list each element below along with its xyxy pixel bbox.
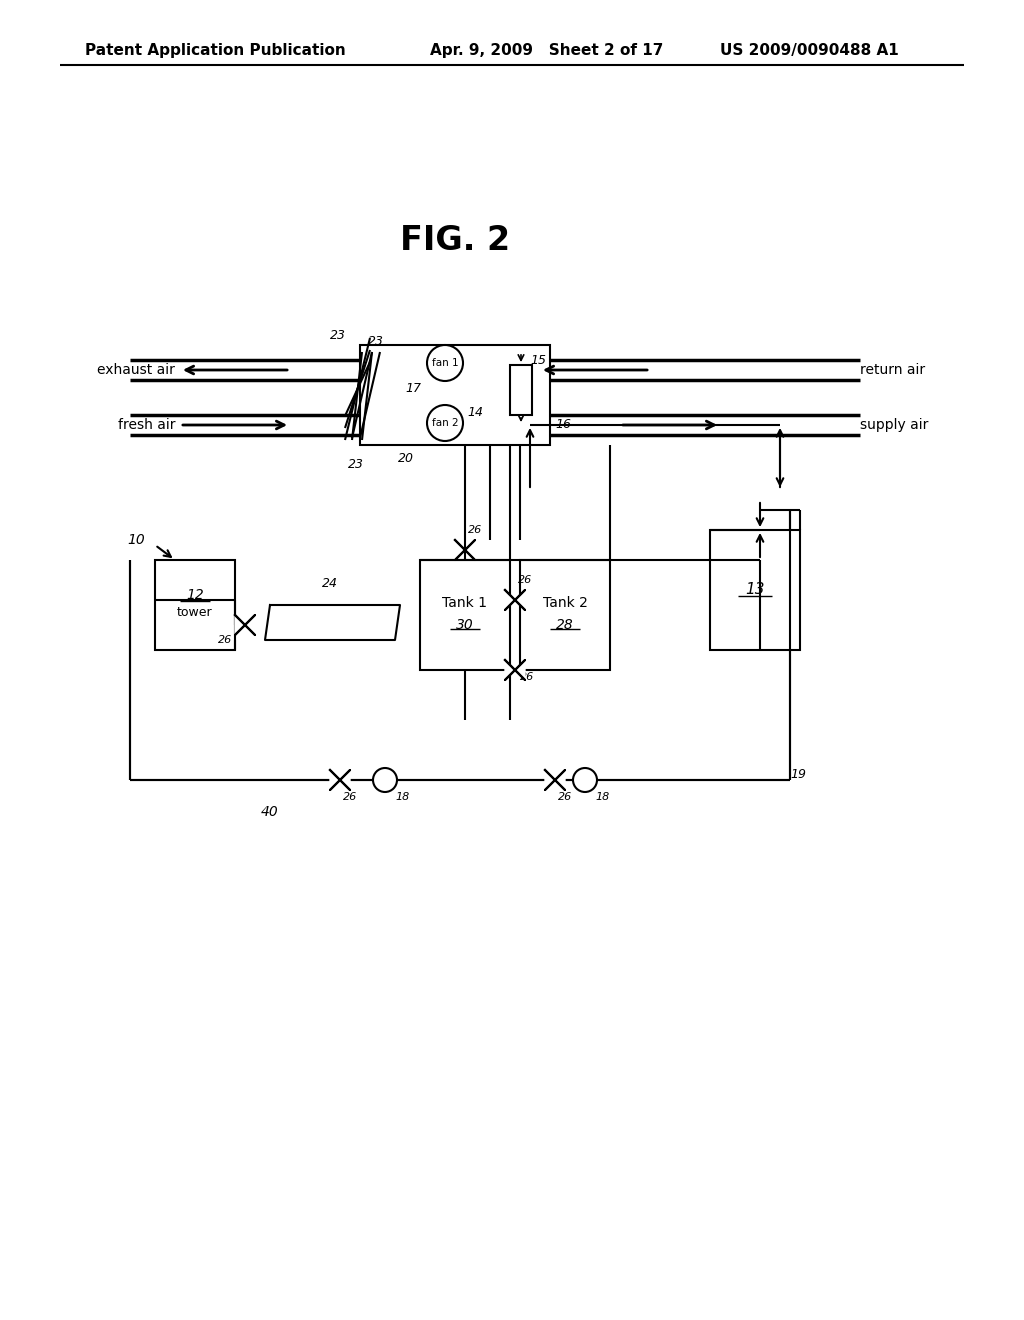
- Text: Patent Application Publication: Patent Application Publication: [85, 42, 346, 58]
- Text: 18: 18: [395, 792, 410, 803]
- Text: tower: tower: [177, 606, 213, 619]
- Text: exhaust air: exhaust air: [97, 363, 175, 378]
- Text: 23: 23: [368, 335, 384, 348]
- Text: Tank 2: Tank 2: [543, 597, 588, 610]
- Text: 26: 26: [343, 792, 357, 803]
- Polygon shape: [515, 590, 525, 610]
- Bar: [520, 560, 610, 671]
- Polygon shape: [555, 770, 565, 789]
- Text: 13: 13: [745, 582, 765, 598]
- Text: 23: 23: [330, 329, 346, 342]
- Polygon shape: [245, 615, 255, 635]
- Text: 15: 15: [530, 354, 546, 367]
- Text: 26: 26: [518, 576, 532, 585]
- Text: supply air: supply air: [860, 418, 929, 432]
- Text: 17: 17: [406, 381, 421, 395]
- Bar: [420, 560, 510, 671]
- Polygon shape: [265, 605, 400, 640]
- Text: 12: 12: [186, 587, 204, 602]
- Text: fresh air: fresh air: [118, 418, 175, 432]
- Text: 28: 28: [556, 618, 573, 632]
- Text: fan 1: fan 1: [432, 358, 459, 368]
- Circle shape: [427, 405, 463, 441]
- Text: 19: 19: [790, 768, 806, 781]
- Text: 18: 18: [595, 792, 609, 803]
- Polygon shape: [340, 770, 350, 789]
- Bar: [510, 366, 532, 414]
- Polygon shape: [330, 770, 340, 789]
- Text: 40: 40: [261, 805, 279, 818]
- Polygon shape: [515, 660, 525, 680]
- Text: 16: 16: [555, 418, 571, 432]
- Circle shape: [373, 768, 397, 792]
- Polygon shape: [455, 540, 465, 560]
- Polygon shape: [505, 590, 515, 610]
- Circle shape: [427, 345, 463, 381]
- Text: Tank 1: Tank 1: [442, 597, 487, 610]
- Text: 26: 26: [558, 792, 572, 803]
- Text: 20: 20: [398, 451, 414, 465]
- Text: 24: 24: [322, 577, 338, 590]
- Polygon shape: [505, 660, 515, 680]
- Text: 23: 23: [348, 458, 364, 471]
- Bar: [360, 345, 550, 445]
- Text: fan 2: fan 2: [432, 418, 459, 428]
- Text: 26: 26: [218, 635, 232, 645]
- Text: 30: 30: [456, 618, 474, 632]
- Text: FIG. 2: FIG. 2: [400, 223, 510, 256]
- Text: Apr. 9, 2009   Sheet 2 of 17: Apr. 9, 2009 Sheet 2 of 17: [430, 42, 664, 58]
- Text: 26: 26: [468, 525, 482, 535]
- Circle shape: [573, 768, 597, 792]
- Polygon shape: [234, 615, 245, 635]
- Text: 10: 10: [127, 533, 145, 546]
- Text: 26: 26: [520, 672, 535, 682]
- Text: 14: 14: [467, 407, 483, 420]
- Polygon shape: [545, 770, 555, 789]
- Text: return air: return air: [860, 363, 925, 378]
- Text: US 2009/0090488 A1: US 2009/0090488 A1: [720, 42, 899, 58]
- Bar: [710, 531, 800, 649]
- Bar: [155, 560, 234, 649]
- Polygon shape: [465, 540, 475, 560]
